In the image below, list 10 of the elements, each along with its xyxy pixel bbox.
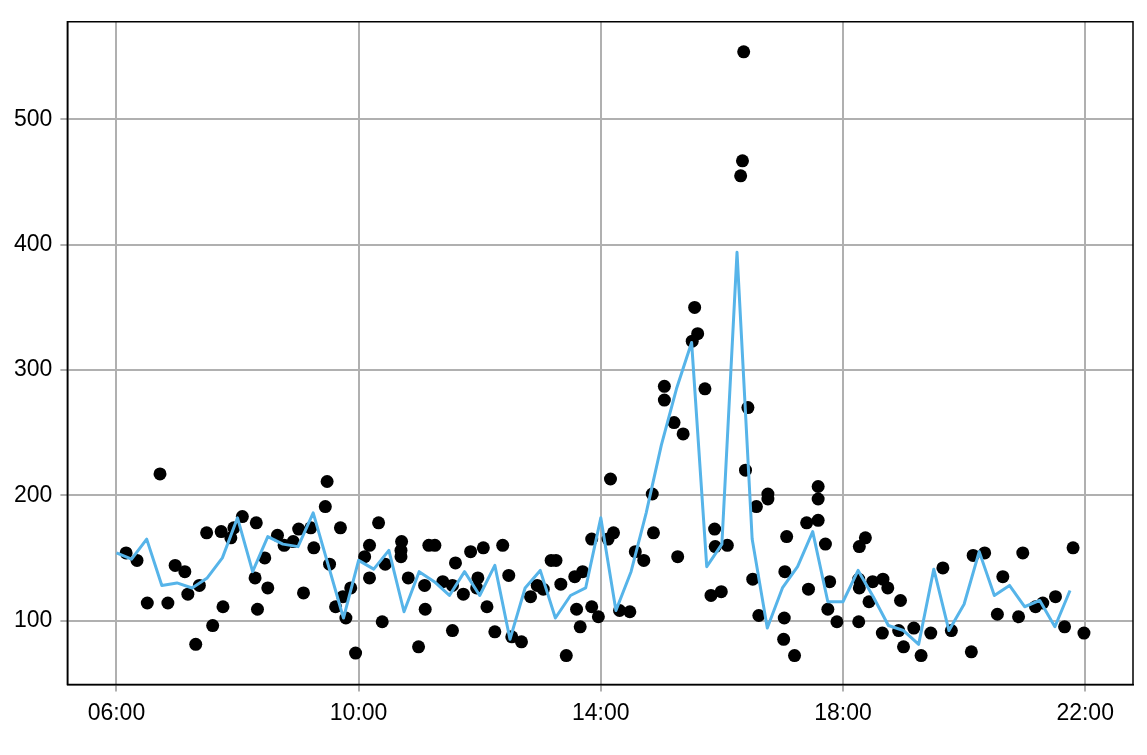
y-tick-label: 400 <box>14 230 53 257</box>
x-tick-label: 14:00 <box>572 698 630 725</box>
x-tick-label: 06:00 <box>87 698 146 725</box>
y-tick-label: 200 <box>14 480 53 507</box>
y-tick-label: 300 <box>14 355 53 382</box>
x-tick-label: 18:00 <box>814 698 872 725</box>
x-tick-label: 10:00 <box>329 698 388 725</box>
x-tick-label: 22:00 <box>1056 698 1114 725</box>
y-tick-label: 500 <box>14 104 53 131</box>
y-tick-label: 100 <box>14 605 53 632</box>
